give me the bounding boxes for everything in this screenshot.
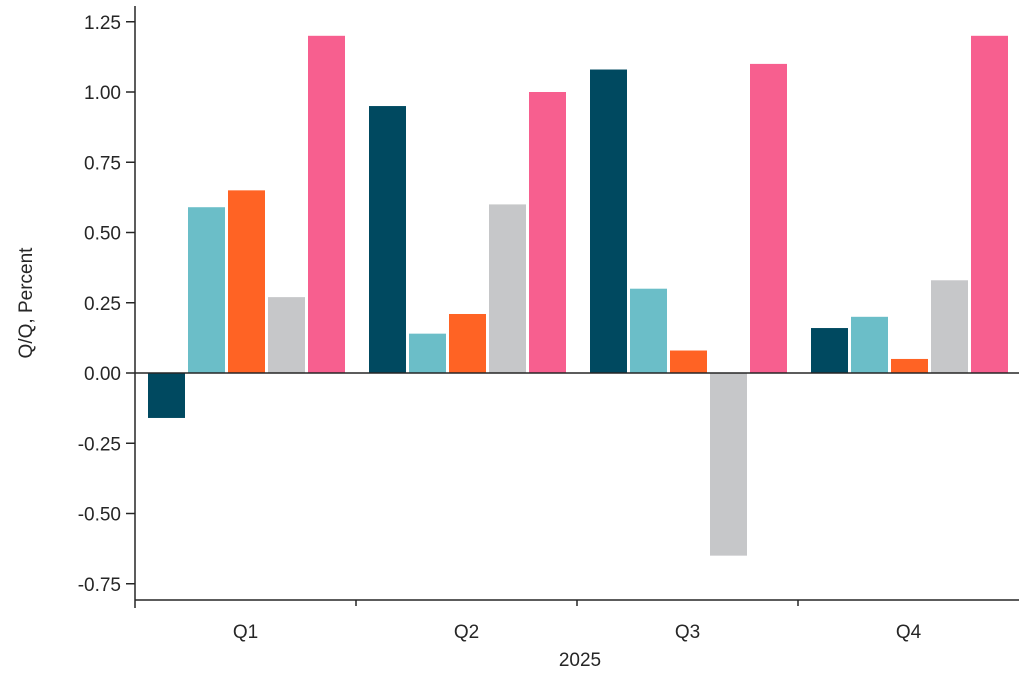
- x-axis-title: 2025: [559, 650, 601, 671]
- y-tick-label: 1.00: [84, 83, 121, 104]
- bar-q1-series-2: [188, 207, 225, 373]
- bars-group: [148, 35, 1008, 556]
- category-label: Q1: [233, 622, 258, 643]
- bar-q3-series-3: [670, 350, 707, 373]
- bar-q4-series-2: [851, 316, 888, 373]
- bar-q3-series-2: [630, 288, 667, 373]
- bar-q3-series-1: [590, 69, 627, 374]
- y-tick-label: 0.75: [84, 153, 121, 174]
- bar-q3-series-5: [750, 63, 787, 374]
- y-tick-label: -0.25: [78, 434, 121, 455]
- bar-q2-series-5: [529, 92, 566, 373]
- bar-q2-series-1: [369, 106, 406, 374]
- y-tick-label: 0.25: [84, 294, 121, 315]
- bar-q4-series-5: [971, 35, 1008, 374]
- bar-q4-series-3: [891, 358, 928, 373]
- y-axis-title: Q/Q, Percent: [16, 247, 37, 359]
- bar-q2-series-3: [449, 313, 486, 373]
- y-tick-label: 1.25: [84, 13, 121, 34]
- x-ticks-group: Q1 Q2 Q3 Q4: [134, 600, 922, 643]
- bar-q1-series-1: [148, 373, 185, 418]
- category-label: Q3: [675, 622, 700, 643]
- bar-q4-series-4: [931, 280, 968, 373]
- y-ticks-group: 1.25 1.00 0.75 0.50 0.25 0.00 -0.25 -0.50 -0.75: [78, 13, 135, 596]
- bar-q4-series-1: [811, 328, 848, 373]
- y-tick-label: 0.00: [84, 364, 121, 385]
- bar-q1-series-3: [228, 190, 265, 373]
- bar-q1-series-5: [308, 35, 345, 374]
- category-label: Q4: [896, 622, 922, 643]
- y-tick-label: -0.50: [78, 505, 121, 526]
- bar-q2-series-2: [409, 333, 446, 373]
- bar-q2-series-4: [489, 204, 526, 373]
- category-label: Q2: [454, 622, 479, 643]
- y-tick-label: 0.50: [84, 224, 121, 245]
- bar-q3-series-4: [710, 373, 747, 556]
- y-tick-label: -0.75: [78, 575, 121, 596]
- bar-q1-series-4: [268, 297, 305, 373]
